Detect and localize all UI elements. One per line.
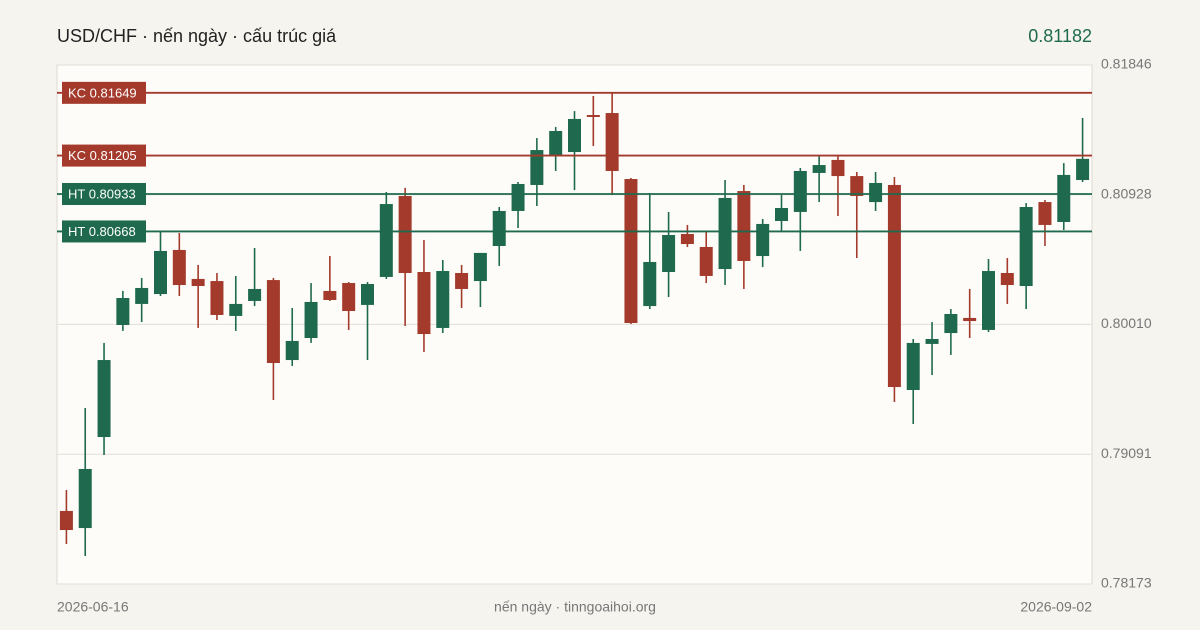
footer: nến ngày · tinngoaihoi.org	[494, 599, 656, 615]
candle-body	[417, 272, 431, 335]
candle-body	[116, 298, 130, 325]
candle-body	[850, 176, 864, 196]
level-label: HT 0.80933	[68, 186, 136, 201]
y-tick-label: 0.79091	[1101, 445, 1152, 461]
candle-body	[887, 184, 901, 388]
candle-body	[342, 283, 356, 312]
candle-body	[568, 118, 581, 153]
candle-body	[530, 150, 544, 185]
candle-body	[78, 468, 92, 529]
candle-body	[473, 252, 487, 282]
candle-body	[699, 246, 713, 276]
candle-body	[398, 195, 412, 273]
candle-body	[812, 165, 826, 173]
candle-body	[135, 287, 149, 304]
candle-body	[59, 510, 73, 531]
chart-title: USD/CHF · nến ngày · cấu trúc giá	[57, 26, 337, 46]
candle-body	[455, 272, 469, 289]
level-label: HT 0.80668	[68, 224, 136, 239]
candle-body	[191, 278, 205, 286]
x-start-label: 2026-06-16	[57, 599, 129, 615]
candle-body	[624, 179, 638, 324]
candle-body	[1076, 158, 1090, 181]
candle-body	[511, 183, 525, 211]
candle-body	[1000, 272, 1014, 286]
candle-body	[793, 170, 807, 212]
candle-body	[229, 303, 243, 316]
candle-body	[925, 338, 939, 344]
candle-body	[492, 210, 506, 247]
candle-body	[361, 284, 374, 305]
level-label-box	[62, 183, 146, 206]
candle-body	[831, 159, 845, 177]
level-label-box	[62, 81, 146, 104]
last-price: 0.81182	[1028, 26, 1092, 46]
candle-body	[304, 301, 318, 338]
candle-body	[643, 261, 657, 307]
candle-body	[756, 223, 770, 257]
level-label: KC 0.81205	[68, 148, 137, 163]
candle-body	[605, 113, 619, 171]
candle-body	[266, 280, 280, 364]
candle-body	[248, 288, 262, 301]
candle-body	[1019, 207, 1033, 286]
candle-body	[210, 281, 224, 315]
x-end-label: 2026-09-02	[1020, 599, 1092, 615]
y-tick-label: 0.81846	[1101, 56, 1152, 72]
candle-body	[323, 290, 337, 300]
candle-body	[906, 342, 920, 390]
candle-body	[586, 115, 600, 117]
candle-body	[1038, 202, 1052, 225]
candle-body	[97, 360, 111, 438]
candle-body	[662, 234, 676, 273]
candle-body	[944, 313, 958, 334]
y-tick-label: 0.80010	[1101, 315, 1152, 331]
candle-body	[172, 249, 186, 286]
level-label-box	[62, 144, 146, 167]
level-label-box	[62, 220, 146, 243]
candle-body	[285, 340, 299, 361]
candle-body	[379, 204, 393, 277]
candle-body	[1057, 174, 1071, 222]
candle-body	[549, 130, 563, 156]
candle-body	[982, 271, 995, 330]
candle-body	[436, 271, 450, 328]
candle-body	[869, 182, 883, 203]
level-label: KC 0.81649	[68, 85, 137, 100]
candle-body	[718, 197, 732, 270]
candle-body	[154, 250, 167, 295]
candle-body	[680, 233, 694, 245]
candle-body	[963, 317, 977, 322]
candle-body	[775, 207, 788, 221]
y-tick-label: 0.80928	[1101, 185, 1152, 201]
candle-body	[737, 191, 751, 261]
y-tick-label: 0.78173	[1101, 575, 1152, 591]
